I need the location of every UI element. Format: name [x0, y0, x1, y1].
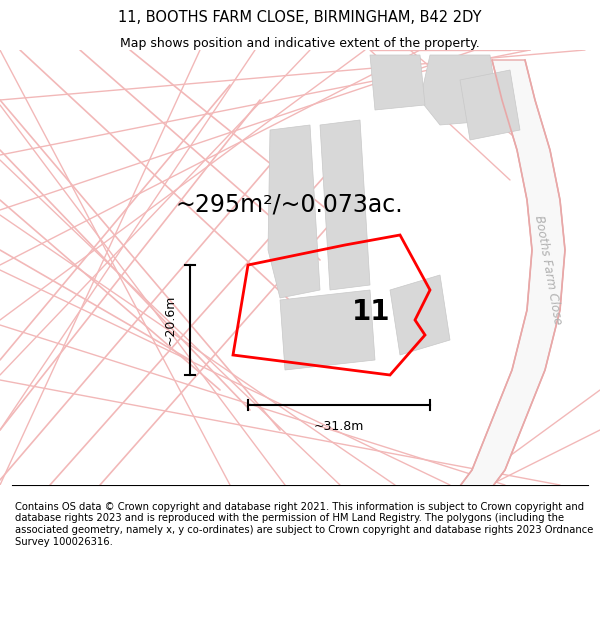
- Text: 11: 11: [352, 299, 390, 326]
- Polygon shape: [460, 70, 520, 140]
- Polygon shape: [268, 125, 320, 298]
- Text: Booths Farm Close: Booths Farm Close: [532, 214, 564, 326]
- Polygon shape: [390, 275, 450, 355]
- Polygon shape: [280, 290, 375, 370]
- Text: 11, BOOTHS FARM CLOSE, BIRMINGHAM, B42 2DY: 11, BOOTHS FARM CLOSE, BIRMINGHAM, B42 2…: [118, 10, 482, 25]
- Polygon shape: [320, 120, 370, 290]
- Polygon shape: [457, 60, 565, 490]
- Text: Map shows position and indicative extent of the property.: Map shows position and indicative extent…: [120, 38, 480, 51]
- Text: ~295m²/~0.073ac.: ~295m²/~0.073ac.: [175, 193, 403, 217]
- Polygon shape: [420, 55, 500, 125]
- Text: ~20.6m: ~20.6m: [163, 295, 176, 345]
- Polygon shape: [370, 55, 425, 110]
- Text: ~31.8m: ~31.8m: [314, 421, 364, 434]
- Text: Contains OS data © Crown copyright and database right 2021. This information is : Contains OS data © Crown copyright and d…: [15, 502, 593, 547]
